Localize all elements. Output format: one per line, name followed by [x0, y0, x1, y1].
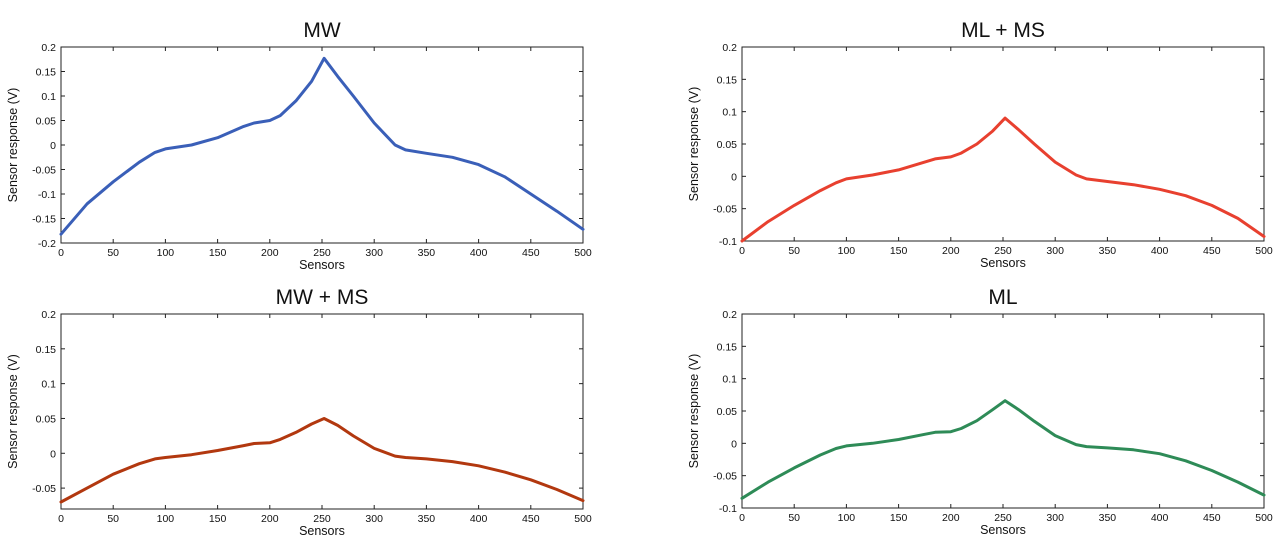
y-axis-label: Sensor response (V) [687, 87, 701, 202]
y-tick-label: 0.2 [41, 309, 56, 321]
x-tick-label: 350 [1099, 512, 1117, 524]
y-tick-label: -0.1 [719, 236, 737, 248]
x-tick-label: 100 [838, 512, 856, 524]
x-tick-label: 0 [58, 247, 64, 259]
x-tick-label: 300 [1046, 245, 1064, 257]
y-tick-label: 0.05 [717, 139, 738, 151]
y-tick-label: 0.05 [36, 116, 57, 128]
x-tick-label: 200 [942, 512, 960, 524]
series-line [59, 417, 585, 504]
y-tick-label: -0.05 [32, 165, 56, 177]
x-tick-label: 250 [994, 512, 1012, 524]
chart-title: MW [303, 19, 340, 42]
x-tick-label: 450 [522, 513, 540, 525]
x-tick-label: 300 [365, 247, 383, 259]
x-tick-label: 250 [994, 245, 1012, 257]
x-tick-label: 300 [1046, 512, 1064, 524]
x-tick-label: 50 [788, 245, 800, 257]
plot-frame [60, 313, 584, 510]
x-tick-label: 100 [157, 247, 175, 259]
x-tick-label: 150 [209, 513, 227, 525]
x-tick-label: 350 [1099, 245, 1117, 257]
x-tick-label: 450 [1203, 512, 1221, 524]
x-tick-label: 300 [365, 513, 383, 525]
y-tick-label: 0 [731, 171, 737, 183]
x-tick-label: 500 [574, 247, 592, 259]
x-tick-label: 450 [522, 247, 540, 259]
series-line [740, 116, 1266, 243]
chart-title: ML [988, 286, 1017, 309]
y-tick-label: 0 [50, 140, 56, 152]
chart-4: 0 50 100 150 200 250 300 350 400 450 500 -0.1 -0.05 0… [687, 286, 1273, 537]
x-tick-label: 250 [313, 247, 331, 259]
x-tick-label: 350 [418, 247, 436, 259]
x-tick-label: 350 [418, 513, 436, 525]
y-tick-label: 0.05 [36, 413, 57, 425]
y-tick-label: 0.1 [722, 374, 737, 386]
y-tick-label: 0.15 [717, 74, 738, 86]
x-tick-label: 50 [107, 513, 119, 525]
x-tick-label: 400 [1151, 512, 1169, 524]
chart-title: MW + MS [276, 286, 369, 309]
plot-frame [741, 46, 1265, 242]
y-tick-label: -0.15 [32, 214, 56, 226]
y-axis-label: Sensor response (V) [687, 354, 701, 469]
chart-title: ML + MS [961, 19, 1045, 42]
y-tick-label: 0.15 [36, 344, 57, 356]
x-tick-label: 100 [838, 245, 856, 257]
y-tick-label: 0.15 [717, 341, 738, 353]
chart-3: 0 50 100 150 200 250 300 350 400 450 500 -0.05 0 0.05… [6, 286, 592, 538]
x-tick-label: 500 [574, 513, 592, 525]
x-tick-label: 500 [1255, 512, 1273, 524]
y-tick-label: 0.1 [722, 107, 737, 119]
series-line [59, 56, 585, 236]
y-axis-label: Sensor response (V) [6, 88, 20, 203]
x-tick-label: 0 [58, 513, 64, 525]
x-axis-label: Sensors [980, 523, 1026, 537]
x-tick-label: 50 [107, 247, 119, 259]
x-tick-label: 200 [942, 245, 960, 257]
plot-frame [60, 46, 584, 244]
y-tick-label: 0.05 [717, 406, 738, 418]
y-tick-label: 0.2 [722, 42, 737, 54]
x-tick-label: 50 [788, 512, 800, 524]
chart-2: 0 50 100 150 200 250 300 350 400 450 500 -0.1 -0.05 0… [687, 19, 1273, 270]
y-tick-label: 0.15 [36, 67, 57, 79]
y-tick-label: -0.05 [713, 204, 737, 216]
y-tick-label: 0.1 [41, 379, 56, 391]
y-tick-label: -0.1 [719, 503, 737, 515]
y-tick-label: -0.1 [38, 189, 56, 201]
x-tick-label: 0 [739, 512, 745, 524]
plot-frame [741, 313, 1265, 509]
y-axis-label: Sensor response (V) [6, 354, 20, 469]
x-tick-label: 400 [1151, 245, 1169, 257]
y-tick-label: -0.05 [32, 483, 56, 495]
x-tick-label: 400 [470, 247, 488, 259]
x-tick-label: 150 [890, 512, 908, 524]
y-tick-label: 0 [731, 438, 737, 450]
y-tick-label: 0.2 [722, 309, 737, 321]
x-tick-label: 200 [261, 513, 279, 525]
x-tick-label: 250 [313, 513, 331, 525]
series-line [740, 399, 1266, 500]
x-axis-label: Sensors [980, 256, 1026, 270]
x-axis-label: Sensors [299, 258, 345, 272]
y-tick-label: 0.1 [41, 91, 56, 103]
x-tick-label: 150 [209, 247, 227, 259]
x-tick-label: 0 [739, 245, 745, 257]
chart-1: 0 50 100 150 200 250 300 350 400 450 500 -0.2 -0.15 -… [6, 19, 592, 272]
x-tick-label: 400 [470, 513, 488, 525]
x-axis-label: Sensors [299, 524, 345, 538]
x-tick-label: 100 [157, 513, 175, 525]
x-tick-label: 150 [890, 245, 908, 257]
y-tick-label: -0.2 [38, 238, 56, 250]
x-tick-label: 500 [1255, 245, 1273, 257]
x-tick-label: 450 [1203, 245, 1221, 257]
x-tick-label: 200 [261, 247, 279, 259]
y-tick-label: -0.05 [713, 471, 737, 483]
y-tick-label: 0 [50, 448, 56, 460]
y-tick-label: 0.2 [41, 42, 56, 54]
